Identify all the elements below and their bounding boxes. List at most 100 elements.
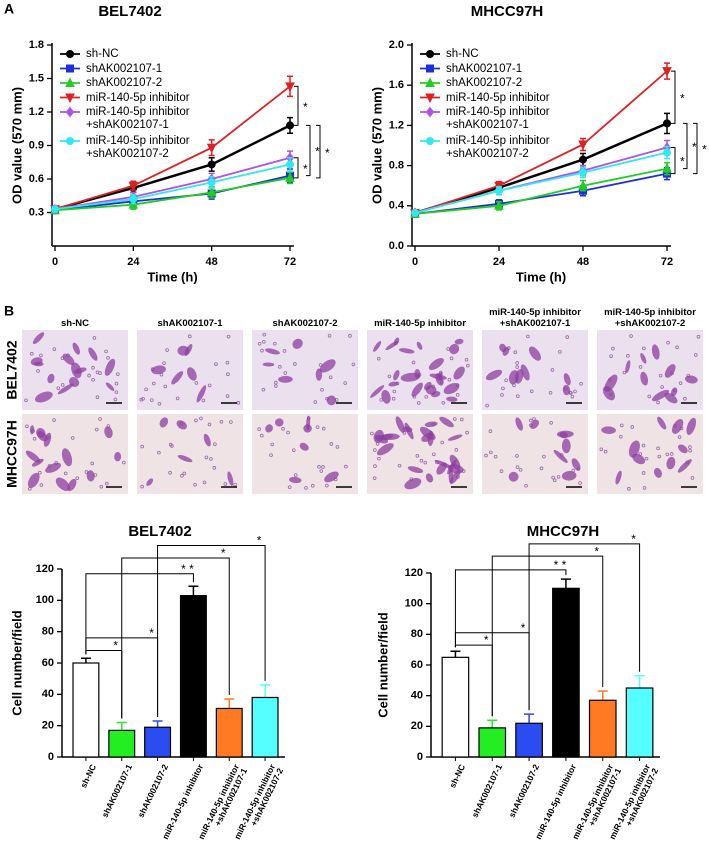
cell (388, 381, 399, 387)
pore (310, 483, 315, 488)
pore (578, 481, 582, 485)
error-bar (116, 721, 127, 731)
pore (376, 356, 381, 361)
pore (212, 466, 217, 470)
cell (278, 375, 293, 383)
significance-label: * (521, 621, 526, 635)
cell (425, 473, 434, 483)
significance-label: * (149, 626, 154, 640)
cell (55, 477, 70, 492)
pore (321, 426, 326, 431)
pore (38, 470, 42, 475)
point (578, 140, 588, 151)
pore (548, 390, 553, 395)
y-tick-label: 120 (36, 563, 54, 575)
cell (32, 332, 45, 344)
pore (599, 447, 604, 452)
legend-label: shAK002107-1 (86, 62, 163, 75)
x-axis-label: Time (h) (147, 269, 197, 284)
pore (626, 354, 630, 358)
pore (489, 450, 493, 455)
cell (57, 383, 74, 395)
x-tick-label: 48 (577, 256, 589, 268)
column-label: shAK002107-1 (157, 318, 223, 329)
cell (381, 389, 391, 404)
pore (641, 471, 646, 475)
pore (95, 395, 100, 400)
pore (603, 449, 608, 454)
pore (207, 383, 212, 388)
column-label: shAK002107-2 (272, 318, 338, 329)
pore (551, 475, 555, 480)
pore (259, 433, 264, 438)
cell (520, 364, 530, 381)
cell (407, 466, 424, 474)
pore (619, 423, 624, 428)
cell (424, 421, 438, 427)
legend-label: miR-140-5p inhibitor +shAK002107-1 (86, 106, 190, 131)
pore (193, 482, 197, 487)
series-line (54, 156, 291, 211)
significance-bracket (528, 543, 641, 711)
legend-marker (65, 106, 75, 118)
micrograph (597, 414, 703, 494)
cell (553, 449, 568, 463)
significance-bracket (157, 545, 266, 717)
legend-marker (426, 50, 434, 58)
cell (515, 369, 524, 384)
pore (454, 448, 459, 452)
significance-bracket (294, 85, 299, 126)
pore (518, 468, 523, 472)
x-tick-label: 72 (661, 256, 673, 268)
chart-title: MHCC97H (471, 3, 544, 20)
pore (207, 422, 212, 427)
cell (114, 451, 122, 462)
pore (638, 365, 643, 369)
error-bar (188, 585, 199, 596)
pore (105, 481, 109, 486)
pore (152, 381, 156, 386)
cell (71, 362, 82, 379)
pore (484, 453, 488, 458)
y-tick-label: 2.0 (389, 39, 404, 51)
pore (257, 427, 261, 431)
y-axis-label: OD value (570 mm) (9, 87, 24, 204)
pore (656, 446, 660, 451)
significance-bracket (121, 557, 230, 719)
cell (29, 425, 35, 435)
cell (454, 338, 464, 345)
pore (678, 381, 683, 385)
point (207, 178, 216, 187)
micrograph (137, 414, 243, 494)
series-line (414, 151, 668, 214)
pore (647, 394, 652, 399)
y-tick-label: 0 (417, 751, 423, 763)
series-line (54, 176, 291, 212)
legend-marker (66, 50, 74, 58)
cell (151, 365, 166, 375)
significance-label: * (484, 633, 489, 647)
significance-bracket (454, 569, 567, 648)
pore (291, 448, 296, 452)
series-line (54, 163, 291, 211)
cell (666, 456, 676, 470)
cell (275, 418, 284, 427)
pore (75, 476, 80, 480)
pore (293, 362, 297, 366)
cell (146, 478, 154, 486)
point (207, 160, 216, 169)
cell (556, 430, 574, 438)
row-label: MHCC97H (4, 420, 20, 488)
pore (424, 395, 429, 399)
chart-title: BEL7402 (98, 3, 161, 20)
significance-bracket (294, 157, 299, 179)
cell (61, 448, 73, 467)
y-axis-label: Cell number/field (9, 610, 24, 716)
pore (99, 484, 104, 489)
point (51, 205, 59, 214)
cell (615, 470, 622, 485)
bar (215, 707, 243, 758)
cell (632, 453, 646, 465)
pore (550, 368, 555, 372)
pore (162, 361, 166, 365)
